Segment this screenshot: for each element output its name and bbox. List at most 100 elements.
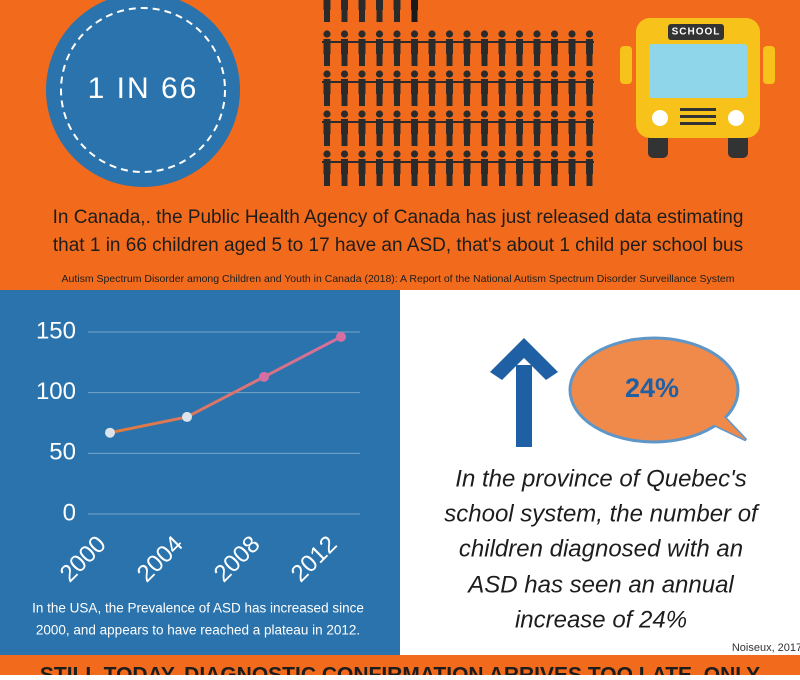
person-legs <box>516 54 523 66</box>
bus-mirror <box>763 46 775 84</box>
person-legs <box>376 54 383 66</box>
person-body <box>568 159 576 174</box>
person-legs <box>359 174 365 186</box>
person-head <box>410 70 419 78</box>
person-body <box>586 119 593 134</box>
person-body <box>393 0 401 10</box>
person-head <box>515 150 524 158</box>
badge: 24% <box>625 373 679 403</box>
point <box>105 427 115 438</box>
person-body <box>341 159 348 174</box>
person-legs <box>324 134 330 146</box>
person-head <box>533 150 541 158</box>
person-body <box>358 79 366 94</box>
person-legs <box>341 10 348 22</box>
person-legs <box>499 174 505 186</box>
person-legs <box>534 94 540 106</box>
person-body <box>481 159 488 174</box>
person-body <box>358 119 366 134</box>
person-legs <box>341 174 348 186</box>
header-source: Autism Spectrum Disorder among Children … <box>62 273 735 285</box>
person-legs <box>551 134 558 146</box>
person-body <box>446 79 453 94</box>
person-body <box>463 159 471 174</box>
person-head <box>498 70 506 78</box>
person-legs <box>376 134 383 146</box>
person-body <box>376 79 383 94</box>
person-body <box>446 159 453 174</box>
person-legs <box>394 134 400 146</box>
person-legs <box>341 54 348 66</box>
quebec-line: In the province of Quebec's <box>455 465 746 492</box>
person-head <box>428 30 436 38</box>
person-legs <box>411 10 418 22</box>
person-head <box>358 30 366 38</box>
person-body <box>376 119 383 134</box>
person-legs <box>446 94 453 106</box>
person-body <box>586 79 593 94</box>
person-head <box>533 110 541 118</box>
person-body <box>428 39 436 54</box>
person-body <box>428 79 436 94</box>
person-body <box>463 39 471 54</box>
person-body <box>568 39 576 54</box>
chart-caption: 2000, and appears to have reached a plat… <box>36 623 360 638</box>
person-body <box>411 79 418 94</box>
person-head <box>340 70 349 78</box>
person-legs <box>411 94 418 106</box>
person-body <box>551 119 558 134</box>
bus-light <box>728 110 744 126</box>
person-head <box>340 150 349 158</box>
person-body <box>533 39 541 54</box>
person-legs <box>586 134 593 146</box>
person-legs <box>586 94 593 106</box>
person-body <box>341 119 348 134</box>
person-legs <box>534 54 540 66</box>
person-body <box>376 159 383 174</box>
person-head <box>585 30 594 38</box>
person-head <box>568 70 576 78</box>
person-body <box>481 39 488 54</box>
person-legs <box>324 10 330 22</box>
person-legs <box>394 10 400 22</box>
person-head <box>428 70 436 78</box>
person-legs <box>446 134 453 146</box>
person-head <box>568 110 576 118</box>
bus-sign: SCHOOL <box>672 27 721 38</box>
person-head <box>323 110 331 118</box>
person-legs <box>481 174 488 186</box>
person-body <box>516 159 523 174</box>
header-line: that 1 in 66 children aged 5 to 17 have … <box>53 235 743 256</box>
person-body <box>551 39 558 54</box>
person-head <box>410 110 419 118</box>
person-body <box>393 159 401 174</box>
person-head <box>480 70 489 78</box>
person-legs <box>376 94 383 106</box>
person-arms <box>322 161 594 163</box>
person-legs <box>394 94 400 106</box>
person-legs <box>516 134 523 146</box>
person-body <box>411 0 418 10</box>
person-legs <box>464 174 470 186</box>
footer-text: STILL TODAY, DIAGNOSTIC CONFIRMATION ARR… <box>40 664 760 675</box>
person-body <box>516 79 523 94</box>
person-head <box>323 70 331 78</box>
chart-caption: In the USA, the Prevalence of ASD has in… <box>32 601 364 616</box>
person-head <box>375 150 384 158</box>
y-tick-label: 0 <box>63 499 76 526</box>
person-legs <box>376 174 383 186</box>
person-body <box>358 159 366 174</box>
person-legs <box>376 10 383 22</box>
person-legs <box>481 54 488 66</box>
person-body <box>323 79 331 94</box>
person-body <box>376 0 383 10</box>
person-body <box>323 39 331 54</box>
person-head <box>585 70 594 78</box>
speech-bubble: 24% <box>568 336 748 444</box>
stat-ring <box>60 7 226 173</box>
person-body <box>393 79 401 94</box>
person-head <box>323 30 331 38</box>
person-head <box>358 150 366 158</box>
person-arms <box>322 41 594 43</box>
